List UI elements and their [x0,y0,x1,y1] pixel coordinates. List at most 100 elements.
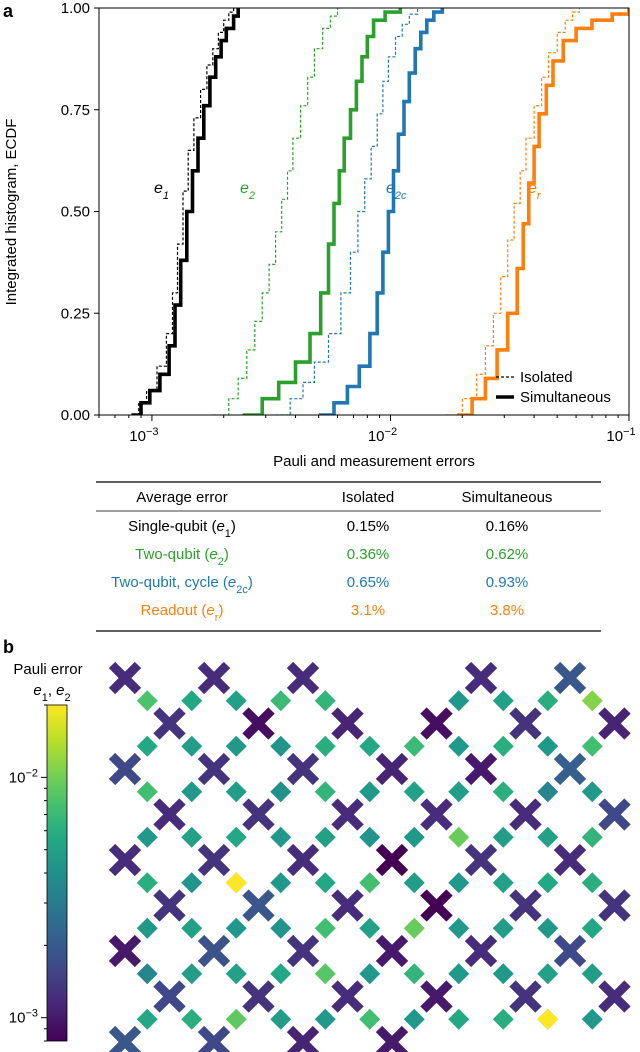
qubit-cross [509,798,542,831]
coupler-diamond [225,1008,247,1030]
qubit-cross [242,980,275,1013]
qubit-cross [197,934,231,968]
qubit-cross [108,843,142,877]
ecdf-x-tick-label: 10−2 [368,426,397,445]
table-cell-isolated: 0.36% [347,546,390,563]
table-header-2: Simultaneous [462,489,553,506]
table-header-1: Isolated [342,489,395,506]
coupler-diamond [136,1008,158,1030]
coupler-diamond [492,735,514,757]
qubit-cross [197,752,231,786]
table-row: Readout (er) 3.1% 3.8% [141,602,525,624]
table-row-label: Two-qubit, cycle (e2c) [111,574,253,596]
coupler-diamond [581,690,603,712]
ecdf-curve-e2-simultaneous [242,8,403,415]
qubit-cross [108,661,142,695]
ecdf-y-tick-label: 0.00 [61,407,90,424]
qubit-cross [464,934,498,968]
qubit-cross [286,843,320,877]
qubit-cross [375,934,409,968]
coupler-diamond [403,1008,425,1030]
qubit-cross [286,752,320,786]
coupler-diamond [181,963,203,985]
qubit-cross [242,889,275,922]
ecdf-curve-e2c-simultaneous [318,8,445,415]
legend-label-dashed: Isolated [520,369,573,386]
table-row: Single-qubit (e1) 0.15% 0.16% [128,518,528,540]
coupler-diamond [537,963,559,985]
qubit-cross [331,889,364,922]
coupler-diamond [448,826,470,848]
coupler-diamond [136,917,158,939]
coupler-diamond [136,690,158,712]
coupler-diamond [181,872,203,894]
table-cell-simultaneous: 0.93% [486,574,529,591]
coupler-diamond [492,781,514,803]
coupler-diamond [314,963,336,985]
coupler-diamond [181,1008,203,1030]
coupler-diamond [181,917,203,939]
qubit-cross [375,843,409,877]
qubit-cross [108,934,142,968]
ecdf-legend: Isolated Simultaneous [496,369,611,406]
coupler-diamond [492,917,514,939]
qubit-cross [598,798,631,831]
coupler-diamond [314,690,336,712]
coupler-diamond [581,872,603,894]
qubit-cross [553,661,587,695]
table-cell-isolated: 0.65% [347,574,390,591]
ecdf-x-tick-label: 10−3 [129,426,158,445]
qubit-cross [553,934,587,968]
table-row-label: Two-qubit (e2) [135,546,229,568]
table-cell-isolated: 0.15% [347,518,390,535]
qubit-cross [197,843,231,877]
coupler-diamond [403,963,425,985]
panel-a-label: a [3,1,14,21]
qubit-cross [375,1025,409,1052]
coupler-diamond [270,826,292,848]
qubit-cross [331,707,364,740]
coupler-diamond [314,735,336,757]
qubit-cross [464,752,498,786]
coupler-diamond-high-error [225,872,247,894]
ecdf-y-tick-label: 0.75 [61,102,90,119]
ecdf-curve-e1-isolated [132,8,235,415]
qubit-cross [509,707,542,740]
coupler-diamond [314,781,336,803]
coupler-diamond [181,781,203,803]
ecdf-curve-e2c-isolated [275,8,419,415]
qubit-cross [331,980,364,1013]
coupler-diamond [359,826,381,848]
qubit-cross [509,889,542,922]
coupler-diamond [581,781,603,803]
qubit-cross [108,752,142,786]
table-cell-simultaneous: 0.62% [486,546,529,563]
colorbar-tick-label: 10−2 [9,767,38,786]
ecdf-y-axis-title: Integrated histogram, ECDF [3,119,20,306]
coupler-diamond [136,826,158,848]
colorbar-tick-label: 10−3 [9,1008,38,1027]
coupler-diamond [359,872,381,894]
coupler-diamond [225,917,247,939]
qubit-cross [375,752,409,786]
qubit-cross [420,980,453,1013]
qubit-cross [420,798,453,831]
coupler-diamond [537,690,559,712]
coupler-diamond [270,1008,292,1030]
qubit-grid-heatmap [108,661,631,1052]
coupler-diamond [537,826,559,848]
ecdf-curve-label-e1: e1 [154,180,169,202]
pauli-error-colorbar: Pauli error e1, e2 10−2 10−3 [9,661,83,1042]
ecdf-y-tick-label: 1.00 [61,0,90,17]
qubit-cross [464,661,498,695]
table-row-label: Readout (er) [141,602,224,624]
coupler-diamond [314,917,336,939]
ecdf-curve-e1-simultaneous [131,8,240,415]
colorbar-title: Pauli error [13,661,82,678]
coupler-diamond [359,781,381,803]
colorbar-subtitle: e1, e2 [33,682,70,704]
qubit-cross [553,752,587,786]
coupler-diamond [136,872,158,894]
average-error-table: Average error Isolated Simultaneous Single-… [96,481,601,632]
